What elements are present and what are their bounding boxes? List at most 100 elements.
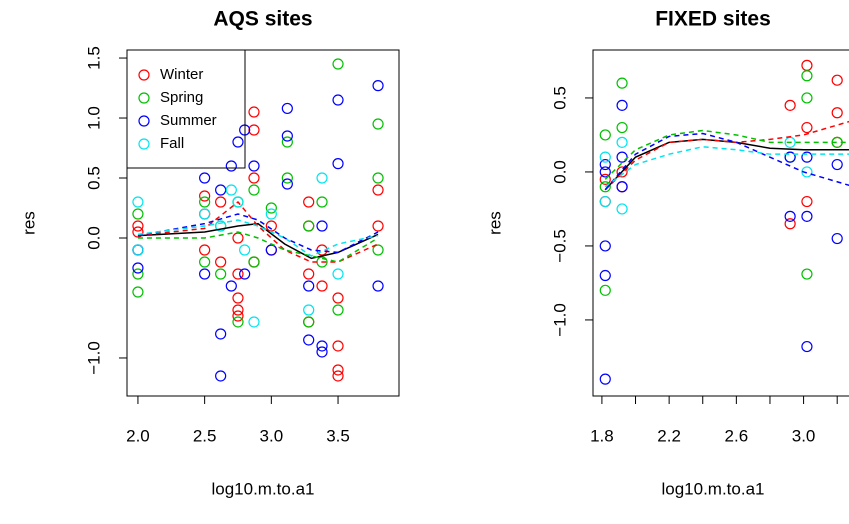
point xyxy=(132,286,144,298)
legend-marker xyxy=(138,92,150,104)
point xyxy=(801,92,813,104)
point xyxy=(599,173,611,185)
point xyxy=(303,220,315,232)
point xyxy=(239,268,251,280)
x-tick-label: 2.0 xyxy=(126,426,150,445)
point xyxy=(372,184,384,196)
y-tick-label: −1.0 xyxy=(550,303,569,337)
point xyxy=(232,136,244,148)
point xyxy=(372,244,384,256)
point xyxy=(316,280,328,292)
point xyxy=(281,172,293,184)
point xyxy=(784,218,796,230)
y-tick-label: 0.5 xyxy=(84,166,103,190)
legend-marker xyxy=(138,69,150,81)
legend-marker xyxy=(138,138,150,150)
point xyxy=(199,190,211,202)
point xyxy=(801,210,813,222)
point xyxy=(332,158,344,170)
point xyxy=(372,80,384,92)
point xyxy=(316,340,328,352)
point xyxy=(599,129,611,141)
smooth-line xyxy=(604,146,849,188)
point xyxy=(215,184,227,196)
legend-label: Winter xyxy=(160,66,203,83)
point xyxy=(784,99,796,111)
point xyxy=(599,166,611,178)
x-tick-label: 1.8 xyxy=(590,426,614,445)
point xyxy=(265,208,277,220)
point xyxy=(232,232,244,244)
point xyxy=(303,280,315,292)
legend-label: Spring xyxy=(160,89,203,106)
point xyxy=(132,268,144,280)
point xyxy=(599,240,611,252)
point xyxy=(332,94,344,106)
point xyxy=(599,269,611,282)
point xyxy=(599,151,611,163)
legend-box xyxy=(126,49,246,169)
chart-title: AQS sites xyxy=(213,8,312,31)
point xyxy=(132,196,144,208)
point xyxy=(281,178,293,190)
point xyxy=(616,203,628,215)
plot-frame xyxy=(126,49,400,397)
point xyxy=(232,310,244,322)
x-tick-label: 3.0 xyxy=(260,426,284,445)
point xyxy=(831,232,843,245)
point xyxy=(372,118,384,130)
point xyxy=(616,166,628,178)
point xyxy=(303,196,315,208)
point xyxy=(372,280,384,292)
point xyxy=(303,334,315,346)
point xyxy=(199,256,211,268)
point xyxy=(239,244,251,256)
point xyxy=(332,268,344,280)
legend-marker xyxy=(138,115,150,127)
y-tick-label: −0.5 xyxy=(550,229,569,263)
point xyxy=(132,220,144,232)
point xyxy=(801,151,813,163)
x-tick-label: 2.2 xyxy=(657,426,681,445)
point xyxy=(616,136,628,148)
point xyxy=(332,364,344,376)
smooth-line xyxy=(137,219,379,257)
point xyxy=(316,196,328,208)
point xyxy=(199,172,211,184)
y-tick-label: 0.0 xyxy=(84,226,103,250)
x-tick-label: 3.0 xyxy=(792,426,816,445)
point xyxy=(232,292,244,304)
smooth-line xyxy=(604,129,849,180)
legend-label: Summer xyxy=(160,112,217,129)
point xyxy=(831,74,843,86)
panel: FIXED sites log10.m.to.a1 res 1.8 2.2 2.6 3.0 −… xyxy=(485,8,849,498)
point xyxy=(248,106,260,118)
y-axis-label: res xyxy=(485,211,504,235)
point xyxy=(332,58,344,70)
point xyxy=(372,220,384,232)
point xyxy=(616,99,628,111)
point xyxy=(599,284,611,296)
x-axis-label: log10.m.to.a1 xyxy=(661,479,764,498)
point xyxy=(248,124,260,136)
point xyxy=(199,196,211,208)
point xyxy=(281,130,293,142)
point xyxy=(232,316,244,328)
point xyxy=(215,220,227,232)
panel: AQS sites log10.m.to.a1 res 2.0 2.5 3.0 3.5 −1.… xyxy=(19,8,400,498)
smooth-line xyxy=(137,200,379,263)
point xyxy=(332,304,344,316)
point xyxy=(303,268,315,280)
point xyxy=(303,304,315,316)
point xyxy=(225,280,237,292)
point xyxy=(248,184,260,196)
y-tick-label: 0.0 xyxy=(550,160,569,184)
point xyxy=(801,195,813,208)
point xyxy=(215,268,227,280)
point xyxy=(132,226,144,238)
point xyxy=(332,370,344,382)
point xyxy=(215,256,227,268)
point xyxy=(372,172,384,184)
point xyxy=(784,151,796,163)
